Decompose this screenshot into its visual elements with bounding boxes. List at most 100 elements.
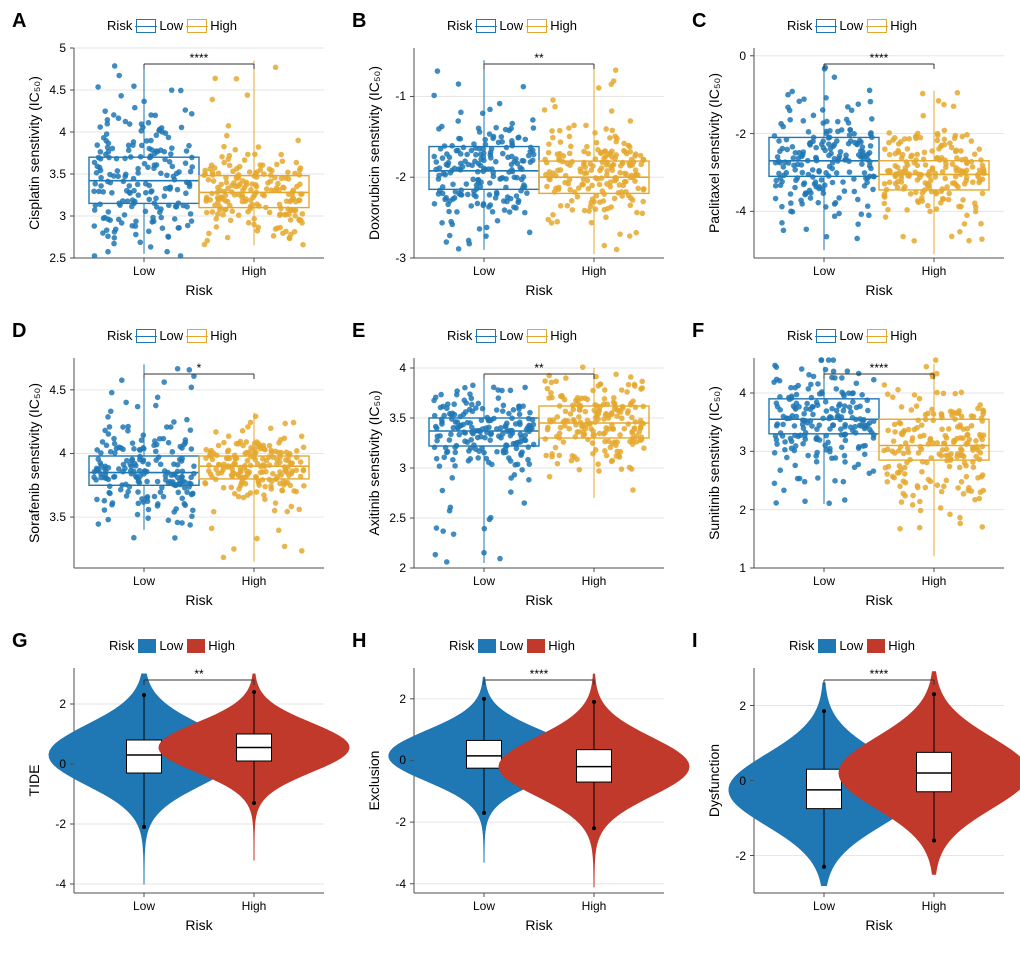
plot-area: * <box>74 358 324 568</box>
y-axis-title: Cisplatin senstivity (IC₅₀) <box>26 48 42 258</box>
legend-low: Low <box>818 638 863 653</box>
legend: Risk Low High <box>692 18 1012 33</box>
legend-high: High <box>867 18 917 33</box>
panel-F: FRiskLowHigh****1234LowHighSunitinib sen… <box>692 320 1012 620</box>
xtick: High <box>909 264 959 278</box>
xtick: High <box>569 899 619 913</box>
legend: Risk Low High <box>692 328 1012 343</box>
y-axis-title: Doxorubicin senstivity (IC₅₀) <box>366 48 382 258</box>
y-axis-title: Axitinib senstivity (IC₅₀) <box>366 358 382 568</box>
plot-area: **** <box>414 668 664 893</box>
plot-area: **** <box>754 48 1004 258</box>
legend: Risk Low High <box>12 638 332 653</box>
plot-area: **** <box>754 668 1004 893</box>
xtick: Low <box>119 574 169 588</box>
legend: Risk Low High <box>692 638 1012 653</box>
xtick: Low <box>119 899 169 913</box>
x-axis-title: Risk <box>74 917 324 933</box>
legend: Risk Low High <box>352 638 672 653</box>
significance: **** <box>870 667 889 681</box>
significance: ** <box>534 51 544 65</box>
legend-title: Risk <box>107 18 132 33</box>
legend-low: Low <box>816 18 863 33</box>
significance: **** <box>870 51 889 65</box>
legend: Risk Low High <box>12 328 332 343</box>
legend-title: Risk <box>447 328 472 343</box>
plot-area: **** <box>754 358 1004 568</box>
legend-title: Risk <box>787 328 812 343</box>
legend-title: Risk <box>789 638 814 653</box>
legend-high: High <box>527 638 575 653</box>
x-axis-title: Risk <box>754 917 1004 933</box>
plot-area: ** <box>74 668 324 893</box>
xtick: Low <box>799 899 849 913</box>
legend-low: Low <box>476 18 523 33</box>
legend-high: High <box>187 328 237 343</box>
xtick: High <box>229 264 279 278</box>
x-axis-title: Risk <box>414 917 664 933</box>
panel-A: ARiskLowHigh****2.533.544.55LowHighCispl… <box>12 10 332 310</box>
xtick: Low <box>459 574 509 588</box>
x-axis-title: Risk <box>414 592 664 608</box>
legend-high: High <box>527 18 577 33</box>
legend-low: Low <box>136 18 183 33</box>
legend-title: Risk <box>449 638 474 653</box>
x-axis-title: Risk <box>754 282 1004 298</box>
xtick: Low <box>459 264 509 278</box>
legend-title: Risk <box>447 18 472 33</box>
x-axis-title: Risk <box>414 282 664 298</box>
legend-title: Risk <box>787 18 812 33</box>
legend: Risk Low High <box>352 18 672 33</box>
legend: Risk Low High <box>352 328 672 343</box>
panel-I: IRiskLowHigh****-202LowHighDysfunctionRi… <box>692 630 1012 945</box>
y-axis-title: Sorafenib senstivity (IC₅₀) <box>26 358 42 568</box>
panel-C: CRiskLowHigh****-4-20LowHighPaclitaxel s… <box>692 10 1012 310</box>
xtick: Low <box>119 264 169 278</box>
significance: **** <box>190 51 209 65</box>
xtick: High <box>569 574 619 588</box>
xtick: High <box>909 574 959 588</box>
legend-low: Low <box>816 328 863 343</box>
x-axis-title: Risk <box>754 592 1004 608</box>
legend-high: High <box>867 328 917 343</box>
plot-area: ** <box>414 48 664 258</box>
xtick: High <box>569 264 619 278</box>
y-axis-title: Sunitinib senstivity (IC₅₀) <box>706 358 722 568</box>
panel-D: DRiskLowHigh*3.544.5LowHighSorafenib sen… <box>12 320 332 620</box>
panel-G: GRiskLowHigh**-4-202LowHighTIDERisk <box>12 630 332 945</box>
legend-title: Risk <box>107 328 132 343</box>
xtick: High <box>229 899 279 913</box>
y-axis-title: Paclitaxel senstivity (IC₅₀) <box>706 48 722 258</box>
legend: Risk Low High <box>12 18 332 33</box>
legend-high: High <box>187 18 237 33</box>
xtick: Low <box>799 574 849 588</box>
significance: ** <box>534 361 544 375</box>
legend-low: Low <box>138 638 183 653</box>
legend-high: High <box>187 638 235 653</box>
legend-low: Low <box>478 638 523 653</box>
y-axis-title: Dysfunction <box>706 668 722 893</box>
xtick: High <box>909 899 959 913</box>
legend-high: High <box>527 328 577 343</box>
significance: **** <box>530 667 549 681</box>
xtick: High <box>229 574 279 588</box>
xtick: Low <box>799 264 849 278</box>
xtick: Low <box>459 899 509 913</box>
legend-high: High <box>867 638 915 653</box>
panel-E: ERiskLowHigh**22.533.54LowHighAxitinib s… <box>352 320 672 620</box>
significance: **** <box>870 361 889 375</box>
figure: ARiskLowHigh****2.533.544.55LowHighCispl… <box>0 0 1020 953</box>
y-axis-title: TIDE <box>26 668 42 893</box>
y-axis-title: Exclusion <box>366 668 382 893</box>
plot-area: **** <box>74 48 324 258</box>
legend-title: Risk <box>109 638 134 653</box>
x-axis-title: Risk <box>74 592 324 608</box>
x-axis-title: Risk <box>74 282 324 298</box>
significance: * <box>197 361 202 375</box>
legend-low: Low <box>136 328 183 343</box>
panel-B: BRiskLowHigh**-3-2-1LowHighDoxorubicin s… <box>352 10 672 310</box>
plot-area: ** <box>414 358 664 568</box>
panel-H: HRiskLowHigh****-4-202LowHighExclusionRi… <box>352 630 672 945</box>
significance: ** <box>194 667 204 681</box>
legend-low: Low <box>476 328 523 343</box>
